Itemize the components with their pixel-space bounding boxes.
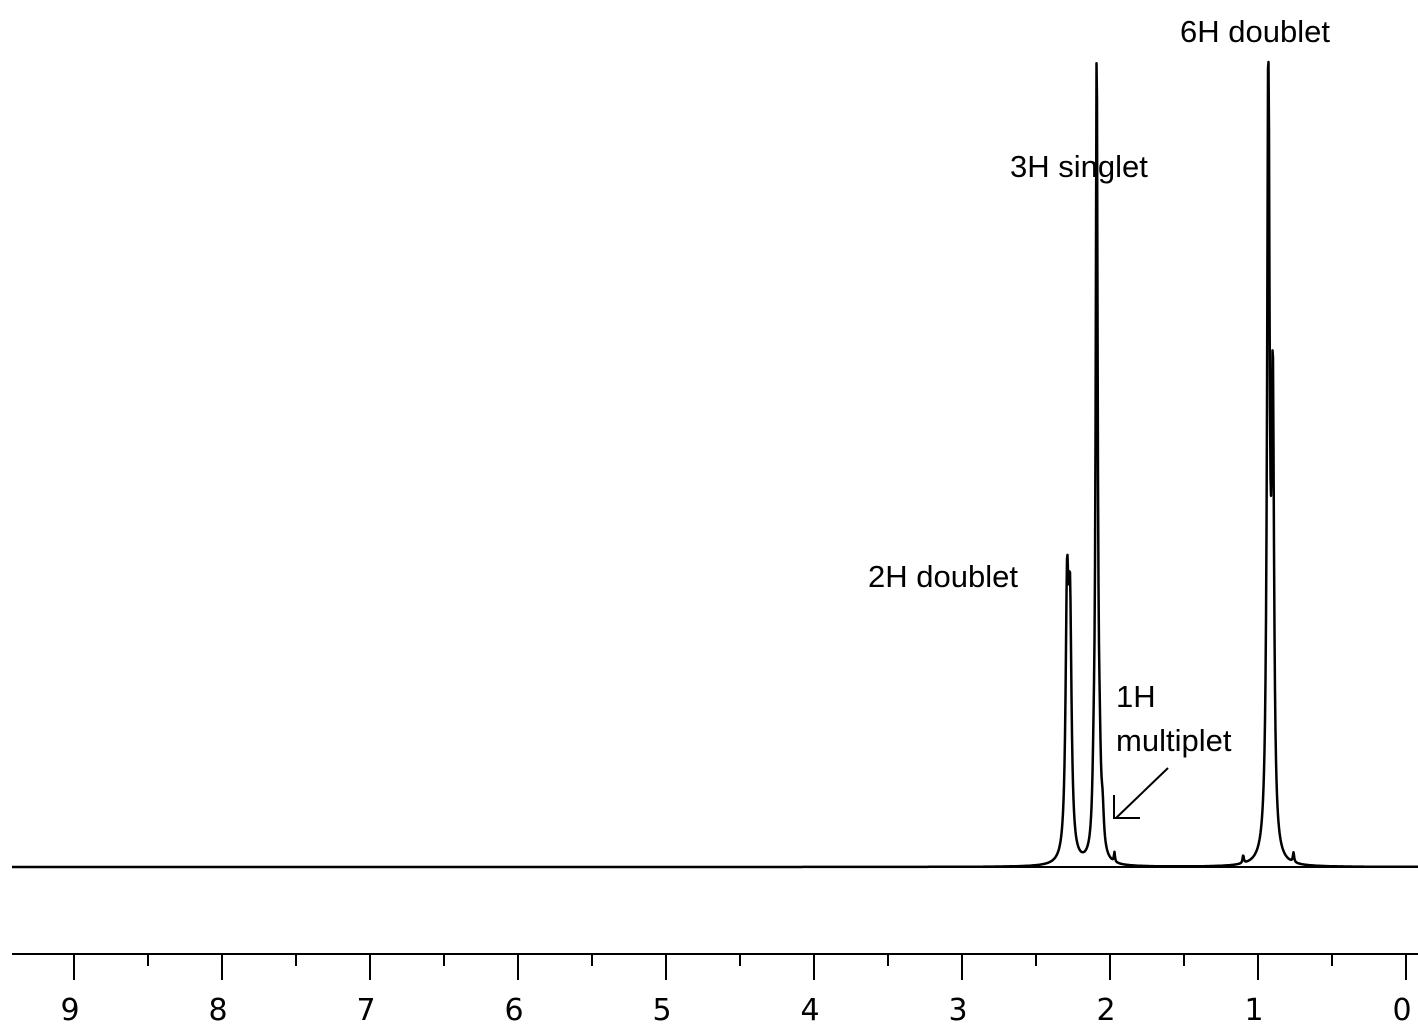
tick-label-3: 3 (948, 993, 967, 1026)
multiplet-arrow (1113, 767, 1169, 819)
annotation-1h-multiplet-line2: multiplet (1116, 723, 1232, 758)
tick-label-4: 4 (800, 993, 819, 1026)
ppm-axis-tick-labels: 9 8 7 6 5 4 3 2 1 0 (60, 993, 1411, 1026)
tick-label-1: 1 (1244, 993, 1263, 1026)
annotation-2h-doublet: 2H doublet (868, 559, 1018, 594)
multiplet-arrow-head (1113, 795, 1140, 819)
tick-label-6: 6 (504, 993, 523, 1026)
tick-label-0: 0 (1392, 993, 1411, 1026)
ppm-axis-ticks (73, 954, 1407, 980)
tick-label-5: 5 (652, 993, 671, 1026)
multiplet-arrow-shaft (1115, 767, 1169, 819)
ppm-axis: 9 8 7 6 5 4 3 2 1 0 (12, 953, 1418, 1026)
tick-label-9: 9 (60, 993, 79, 1026)
tick-label-7: 7 (356, 993, 375, 1026)
annotation-6h-doublet: 6H doublet (1180, 14, 1330, 49)
tick-label-2: 2 (1096, 993, 1115, 1026)
annotation-3h-singlet: 3H singlet (1010, 149, 1148, 184)
spectrum-trace (11, 60, 1418, 869)
tick-label-8: 8 (208, 993, 227, 1026)
annotation-1h-multiplet-line1: 1H (1116, 679, 1156, 714)
